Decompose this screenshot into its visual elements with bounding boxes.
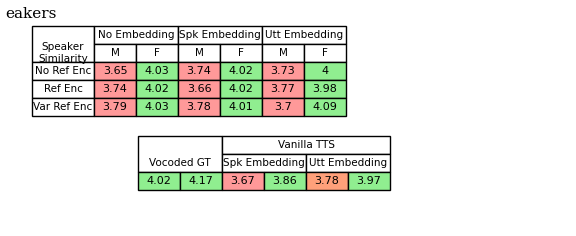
Bar <box>136 44 178 62</box>
Text: 3.7: 3.7 <box>274 102 292 112</box>
Text: M: M <box>279 48 287 58</box>
Text: 4.02: 4.02 <box>229 84 253 94</box>
Text: No Ref Enc: No Ref Enc <box>35 66 91 76</box>
Text: M: M <box>195 48 203 58</box>
Bar <box>348 172 390 190</box>
Bar <box>180 172 222 190</box>
Text: 3.97: 3.97 <box>357 176 381 186</box>
Bar <box>220 62 262 80</box>
Text: Utt Embedding: Utt Embedding <box>309 158 387 168</box>
Bar <box>262 98 304 116</box>
Text: 3.98: 3.98 <box>313 84 338 94</box>
Bar <box>178 44 220 62</box>
Bar <box>220 44 262 62</box>
Bar <box>220 98 262 116</box>
Text: Vanilla TTS: Vanilla TTS <box>278 140 335 150</box>
Text: 3.78: 3.78 <box>187 102 211 112</box>
Bar <box>32 98 94 116</box>
Text: M: M <box>111 48 119 58</box>
Text: 4.01: 4.01 <box>229 102 253 112</box>
Text: Vocoded GT: Vocoded GT <box>149 158 211 168</box>
Bar <box>304 98 346 116</box>
Text: 3.74: 3.74 <box>187 66 211 76</box>
Text: 4.02: 4.02 <box>146 176 172 186</box>
Text: 3.77: 3.77 <box>271 84 295 94</box>
Text: 4.03: 4.03 <box>145 66 169 76</box>
Text: F: F <box>238 48 244 58</box>
Text: 4.02: 4.02 <box>229 66 253 76</box>
Text: Speaker
Similarity: Speaker Similarity <box>38 42 88 64</box>
Text: Utt Embedding: Utt Embedding <box>265 30 343 40</box>
Text: Spk Embedding: Spk Embedding <box>223 158 305 168</box>
Bar <box>94 98 136 116</box>
Bar <box>306 154 390 172</box>
Bar <box>94 80 136 98</box>
Text: 3.78: 3.78 <box>314 176 339 186</box>
Text: 4.03: 4.03 <box>145 102 169 112</box>
Text: F: F <box>322 48 328 58</box>
Bar <box>178 62 220 80</box>
Text: 4.17: 4.17 <box>188 176 214 186</box>
Bar <box>136 80 178 98</box>
Bar <box>262 62 304 80</box>
Text: 4.02: 4.02 <box>145 84 169 94</box>
Bar <box>304 62 346 80</box>
Bar <box>220 80 262 98</box>
Text: 4: 4 <box>321 66 328 76</box>
Bar <box>222 154 306 172</box>
Bar <box>262 80 304 98</box>
Bar <box>138 136 222 172</box>
Text: 3.67: 3.67 <box>230 176 255 186</box>
Text: Ref Enc: Ref Enc <box>44 84 82 94</box>
Bar <box>306 172 348 190</box>
Text: 3.66: 3.66 <box>187 84 211 94</box>
Text: 3.65: 3.65 <box>103 66 127 76</box>
Bar <box>262 44 304 62</box>
Bar <box>262 26 346 44</box>
Bar <box>178 98 220 116</box>
Bar <box>136 98 178 116</box>
Bar <box>94 62 136 80</box>
Text: 4.09: 4.09 <box>313 102 338 112</box>
Text: No Embedding: No Embedding <box>98 30 175 40</box>
Text: F: F <box>154 48 160 58</box>
Bar <box>178 80 220 98</box>
Bar <box>138 172 180 190</box>
Bar <box>222 172 264 190</box>
Bar <box>304 44 346 62</box>
Bar <box>264 172 306 190</box>
Text: Spk Embedding: Spk Embedding <box>179 30 261 40</box>
Text: 3.79: 3.79 <box>103 102 127 112</box>
Bar <box>32 26 94 62</box>
Bar <box>94 26 178 44</box>
Bar <box>32 62 94 80</box>
Bar <box>222 136 390 154</box>
Bar <box>94 44 136 62</box>
Bar <box>178 26 262 44</box>
Text: 3.74: 3.74 <box>103 84 127 94</box>
Bar <box>136 62 178 80</box>
Bar <box>32 80 94 98</box>
Text: eakers: eakers <box>5 7 56 21</box>
Bar <box>304 80 346 98</box>
Text: Var Ref Enc: Var Ref Enc <box>33 102 93 112</box>
Text: 3.86: 3.86 <box>272 176 297 186</box>
Text: 3.73: 3.73 <box>271 66 295 76</box>
